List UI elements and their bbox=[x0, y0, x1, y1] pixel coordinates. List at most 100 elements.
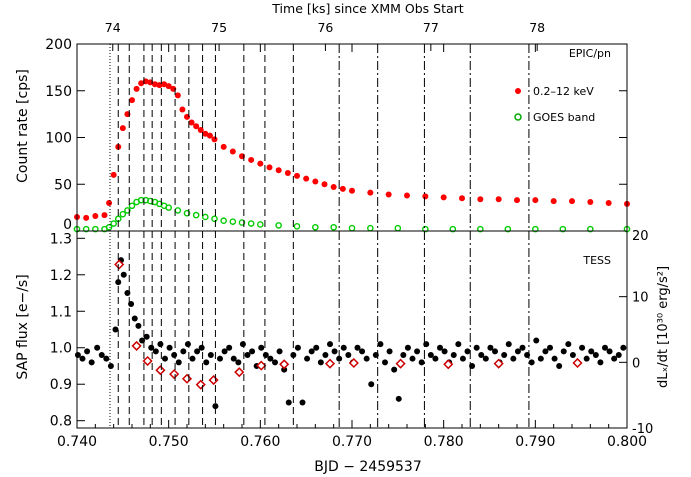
point-goes-band bbox=[330, 223, 337, 231]
point-soft-band bbox=[133, 85, 140, 92]
point-soft-band bbox=[367, 189, 374, 196]
point-dlx-dt bbox=[348, 357, 359, 369]
top-panel bbox=[73, 78, 631, 233]
x-tick-label: 0.770 bbox=[332, 434, 372, 450]
point-tess-flux bbox=[588, 348, 595, 355]
point-tess-flux bbox=[510, 355, 517, 362]
point-soft-band bbox=[404, 192, 410, 199]
axis-labels: Time [ks] since XMM Obs Start Count rate… bbox=[15, 1, 671, 475]
point-tess-flux bbox=[317, 359, 324, 366]
point-soft-band bbox=[339, 185, 346, 192]
point-tess-flux bbox=[112, 326, 119, 333]
bottom-panel-frame bbox=[76, 230, 628, 429]
point-tess-flux bbox=[569, 352, 576, 359]
point-soft-band bbox=[294, 172, 300, 179]
point-tess-flux bbox=[505, 341, 512, 348]
point-goes-band bbox=[367, 224, 374, 232]
point-tess-flux bbox=[194, 348, 201, 355]
point-tess-flux bbox=[249, 348, 256, 355]
point-soft-band bbox=[129, 97, 135, 104]
point-tess-flux bbox=[551, 355, 558, 362]
point-tess-flux bbox=[473, 344, 480, 351]
x-tick-label: 0.780 bbox=[424, 434, 464, 450]
point-soft-band bbox=[165, 83, 172, 90]
point-tess-flux bbox=[478, 352, 485, 359]
point-tess-flux bbox=[382, 359, 388, 366]
x-tick-label: 0.750 bbox=[149, 434, 189, 450]
point-soft-band bbox=[202, 130, 209, 137]
point-goes-band bbox=[192, 211, 200, 219]
vertical-markers bbox=[109, 44, 530, 428]
point-tess-flux bbox=[537, 355, 544, 362]
point-tess-flux bbox=[482, 355, 489, 362]
point-tess-flux bbox=[620, 344, 627, 351]
point-tess-flux bbox=[131, 315, 138, 322]
point-tess-flux bbox=[244, 352, 251, 359]
point-dlx-dt bbox=[324, 358, 336, 369]
top-y-tick-label: 150 bbox=[45, 84, 72, 100]
point-soft-band bbox=[174, 92, 181, 99]
point-dlx-dt bbox=[395, 358, 406, 369]
point-tess-flux bbox=[103, 355, 110, 362]
point-tess-flux bbox=[542, 348, 549, 355]
point-soft-band bbox=[514, 197, 520, 204]
point-tess-flux bbox=[359, 348, 366, 355]
point-tess-flux bbox=[404, 344, 411, 351]
point-tess-flux bbox=[299, 399, 306, 406]
right-y-tick-label: -10 bbox=[632, 422, 653, 437]
point-soft-band bbox=[188, 119, 195, 126]
point-soft-band bbox=[550, 198, 557, 205]
point-goes-band bbox=[165, 204, 172, 211]
point-soft-band bbox=[284, 170, 291, 177]
right-y-tick-label: 20 bbox=[632, 229, 649, 244]
point-tess-flux bbox=[84, 348, 91, 355]
point-tess-flux bbox=[239, 341, 246, 348]
point-tess-flux bbox=[207, 352, 214, 359]
point-tess-flux bbox=[615, 352, 622, 359]
bottom-ylabel-right: dLₓ/dt [10³⁰ erg/s²] bbox=[656, 266, 671, 388]
point-tess-flux bbox=[272, 359, 278, 366]
point-soft-band bbox=[349, 187, 355, 194]
point-soft-band bbox=[161, 81, 168, 88]
point-dlx-dt bbox=[155, 365, 166, 376]
point-tess-flux bbox=[368, 381, 375, 388]
point-tess-flux bbox=[492, 348, 498, 355]
right-y-tick-label: 0 bbox=[632, 356, 640, 371]
point-soft-band bbox=[532, 197, 539, 204]
point-goes-band bbox=[229, 218, 237, 225]
point-goes-band bbox=[211, 215, 218, 223]
x-tick-label: 0.800 bbox=[607, 434, 647, 450]
point-goes-band bbox=[174, 207, 182, 214]
point-tess-flux bbox=[331, 348, 338, 355]
point-tess-flux bbox=[74, 352, 81, 359]
point-goes-band bbox=[202, 213, 209, 221]
point-soft-band bbox=[495, 196, 502, 203]
top-axis-tick-label: 76 bbox=[317, 20, 333, 35]
point-goes-band bbox=[119, 210, 127, 218]
bottom-y-tick-label: 1.0 bbox=[50, 341, 72, 357]
top-panel-frame bbox=[76, 43, 628, 232]
point-tess-flux bbox=[501, 352, 508, 359]
point-goes-band bbox=[504, 225, 512, 233]
point-tess-flux bbox=[597, 359, 604, 366]
point-soft-band bbox=[422, 193, 429, 200]
top-ylabel: Count rate [cps] bbox=[15, 69, 31, 183]
bottom-panel bbox=[74, 257, 627, 410]
point-tess-flux bbox=[79, 355, 86, 362]
point-tess-flux bbox=[152, 348, 159, 355]
point-tess-flux bbox=[427, 352, 434, 359]
point-goes-band bbox=[247, 220, 255, 227]
point-tess-flux bbox=[276, 348, 283, 355]
point-tess-flux bbox=[565, 341, 572, 348]
point-tess-flux bbox=[203, 359, 210, 366]
top-axis-tick-label: 75 bbox=[211, 20, 227, 35]
point-tess-flux bbox=[556, 362, 563, 369]
point-tess-flux bbox=[602, 344, 608, 351]
point-tess-flux bbox=[354, 344, 361, 351]
point-goes-band bbox=[449, 225, 457, 233]
point-tess-flux bbox=[386, 348, 393, 355]
bottom-y-tick-label: 1.1 bbox=[50, 304, 72, 320]
point-tess-flux bbox=[395, 395, 402, 402]
bottom-y-tick-label: 0.9 bbox=[50, 377, 72, 393]
point-dlx-dt bbox=[131, 340, 142, 351]
